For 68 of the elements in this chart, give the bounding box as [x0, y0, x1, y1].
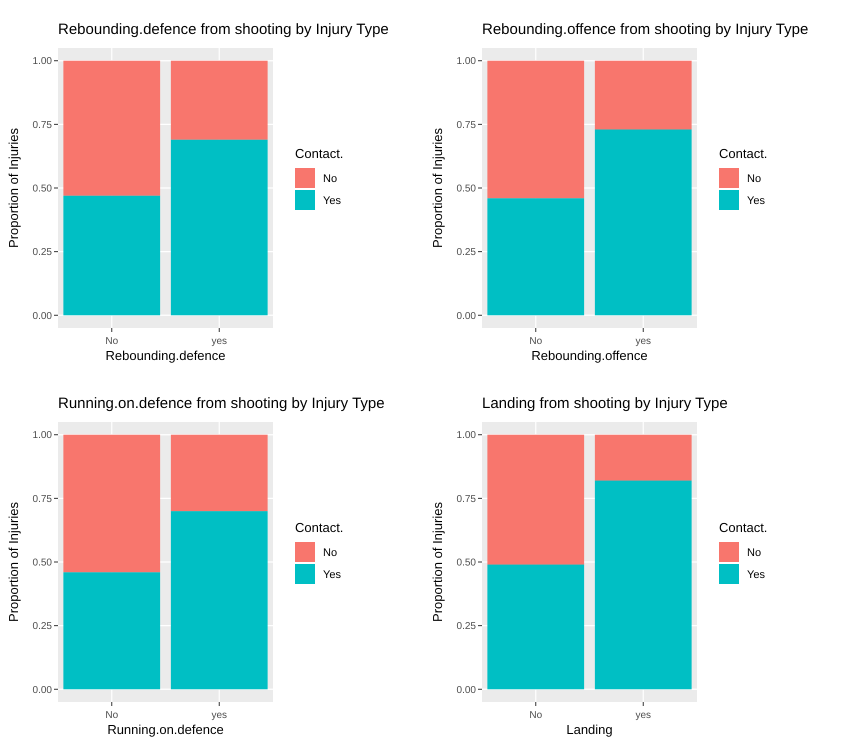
bar: [487, 564, 584, 690]
x-tick-label: yes: [211, 336, 228, 347]
bar: [63, 572, 160, 690]
y-tick-label: 1.00: [32, 56, 52, 68]
y-tick-label: 1.00: [456, 56, 476, 68]
y-tick-label: 0.75: [456, 494, 476, 505]
bar: [594, 60, 692, 130]
chart-title: Rebounding.defence from shooting by Injury Type: [58, 21, 389, 38]
y-tick-label: 0.50: [456, 184, 476, 194]
x-tick-label: yes: [211, 710, 228, 721]
legend-label: Yes: [323, 568, 342, 581]
legend-label: Yes: [747, 568, 766, 581]
legend-label: No: [323, 546, 338, 559]
y-axis-title: Proportion of Injuries: [6, 128, 21, 248]
legend-title: Contact.: [719, 520, 768, 535]
y-tick-label: 0.00: [456, 310, 476, 322]
x-axis-title: Landing: [566, 722, 613, 737]
x-tick-label: No: [105, 710, 119, 721]
y-tick-label: 0.25: [32, 247, 52, 258]
y-tick-label: 1.00: [456, 430, 476, 442]
bar: [170, 140, 268, 316]
x-axis-title: Rebounding.offence: [531, 348, 648, 363]
bar: [170, 60, 268, 140]
y-tick-label: 1.00: [32, 430, 52, 442]
bar: [487, 434, 584, 565]
bar: [170, 434, 268, 512]
legend-label: No: [323, 172, 338, 185]
bar: [63, 196, 160, 316]
legend-label: No: [747, 172, 762, 185]
y-tick-label: 0.50: [32, 558, 52, 568]
y-tick-label: 0.25: [32, 621, 52, 632]
bar: [487, 60, 584, 198]
chart-title: Rebounding.offence from shooting by Injury Type: [482, 21, 808, 38]
bar: [63, 60, 160, 196]
x-axis-title: Running.on.defence: [107, 722, 224, 737]
y-tick-label: 0.50: [456, 558, 476, 568]
legend-label: No: [747, 546, 762, 559]
bar: [594, 434, 692, 481]
y-axis-title: Proportion of Injuries: [430, 128, 445, 248]
y-axis-title: Proportion of Injuries: [6, 502, 21, 622]
y-tick-label: 0.00: [456, 684, 476, 696]
chart-title: Landing from shooting by Injury Type: [482, 395, 728, 412]
x-tick-label: yes: [635, 336, 652, 347]
x-tick-label: No: [529, 336, 543, 347]
bar: [487, 198, 584, 316]
legend-title: Contact.: [295, 146, 344, 161]
y-tick-label: 0.75: [456, 120, 476, 131]
x-tick-label: yes: [635, 710, 652, 721]
y-tick-label: 0.75: [32, 120, 52, 131]
y-tick-label: 0.50: [32, 184, 52, 194]
x-tick-label: No: [105, 336, 119, 347]
bar: [63, 434, 160, 572]
legend-title: Contact.: [719, 146, 768, 161]
y-tick-label: 0.25: [456, 621, 476, 632]
legend-label: Yes: [747, 194, 766, 207]
bar: [594, 480, 692, 690]
chart-title: Running.on.defence from shooting by Injury Type: [58, 395, 385, 412]
x-axis-title: Rebounding.defence: [106, 348, 226, 363]
y-tick-label: 0.25: [456, 247, 476, 258]
y-tick-label: 0.00: [32, 310, 52, 322]
x-tick-label: No: [529, 710, 543, 721]
bar: [170, 511, 268, 690]
legend-label: Yes: [323, 194, 342, 207]
bar: [594, 129, 692, 316]
y-axis-title: Proportion of Injuries: [430, 502, 445, 622]
legend-title: Contact.: [295, 520, 344, 535]
y-tick-label: 0.00: [32, 684, 52, 696]
y-tick-label: 0.75: [32, 494, 52, 505]
